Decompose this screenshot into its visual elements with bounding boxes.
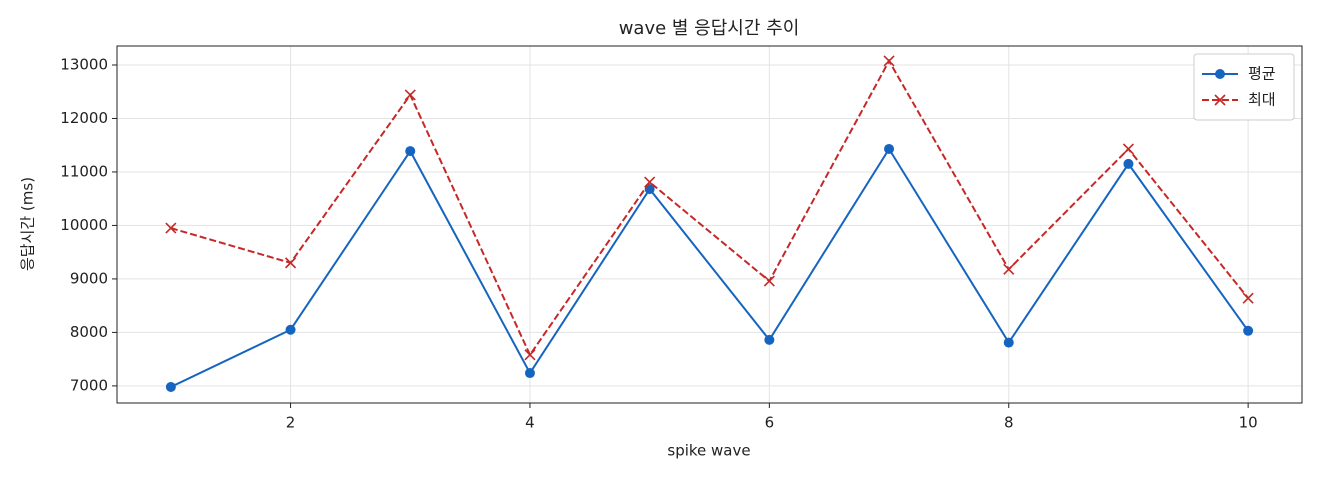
point-marker — [165, 222, 177, 234]
y-tick-label: 7000 — [70, 376, 108, 394]
x-tick-label: 10 — [1239, 414, 1258, 432]
point-marker — [1243, 325, 1254, 336]
point-marker — [763, 275, 775, 287]
point-marker — [285, 324, 296, 335]
series-line — [170, 58, 1249, 357]
legend-label: 최대 — [1248, 91, 1276, 109]
y-tick-label: 13000 — [60, 55, 108, 73]
y-tick-label: 10000 — [60, 216, 108, 234]
series-line — [170, 147, 1249, 388]
point-marker — [405, 146, 416, 157]
point-marker — [524, 349, 536, 361]
point-marker — [1003, 263, 1015, 275]
chart-title: wave 별 응답시간 추이 — [619, 18, 800, 39]
point-marker — [404, 89, 416, 101]
point-marker — [1123, 158, 1134, 169]
point-marker — [883, 55, 895, 67]
legend-label: 평균 — [1248, 65, 1276, 83]
y-tick-label: 11000 — [60, 162, 108, 180]
x-tick-label: 8 — [1004, 414, 1014, 432]
legend-box — [1193, 53, 1295, 121]
plot-frame — [116, 45, 1303, 404]
point-marker — [284, 257, 297, 269]
point-marker — [1122, 143, 1135, 155]
point-marker — [524, 368, 535, 379]
point-marker — [1242, 292, 1254, 304]
point-marker — [1215, 69, 1225, 79]
y-axis-label: 응답시간 (ms) — [19, 177, 37, 271]
point-marker — [1003, 337, 1014, 348]
point-marker — [165, 381, 176, 392]
y-tick-label: 12000 — [60, 109, 108, 127]
x-tick-label: 2 — [286, 414, 296, 432]
point-marker — [764, 334, 775, 345]
point-marker — [644, 176, 656, 188]
y-tick-label: 9000 — [70, 269, 108, 287]
point-marker — [1214, 94, 1226, 106]
x-tick-label: 6 — [765, 414, 775, 432]
x-tick-label: 4 — [525, 414, 535, 432]
x-axis-label: spike wave — [667, 442, 750, 460]
y-tick-label: 8000 — [70, 323, 108, 341]
point-marker — [884, 143, 895, 154]
